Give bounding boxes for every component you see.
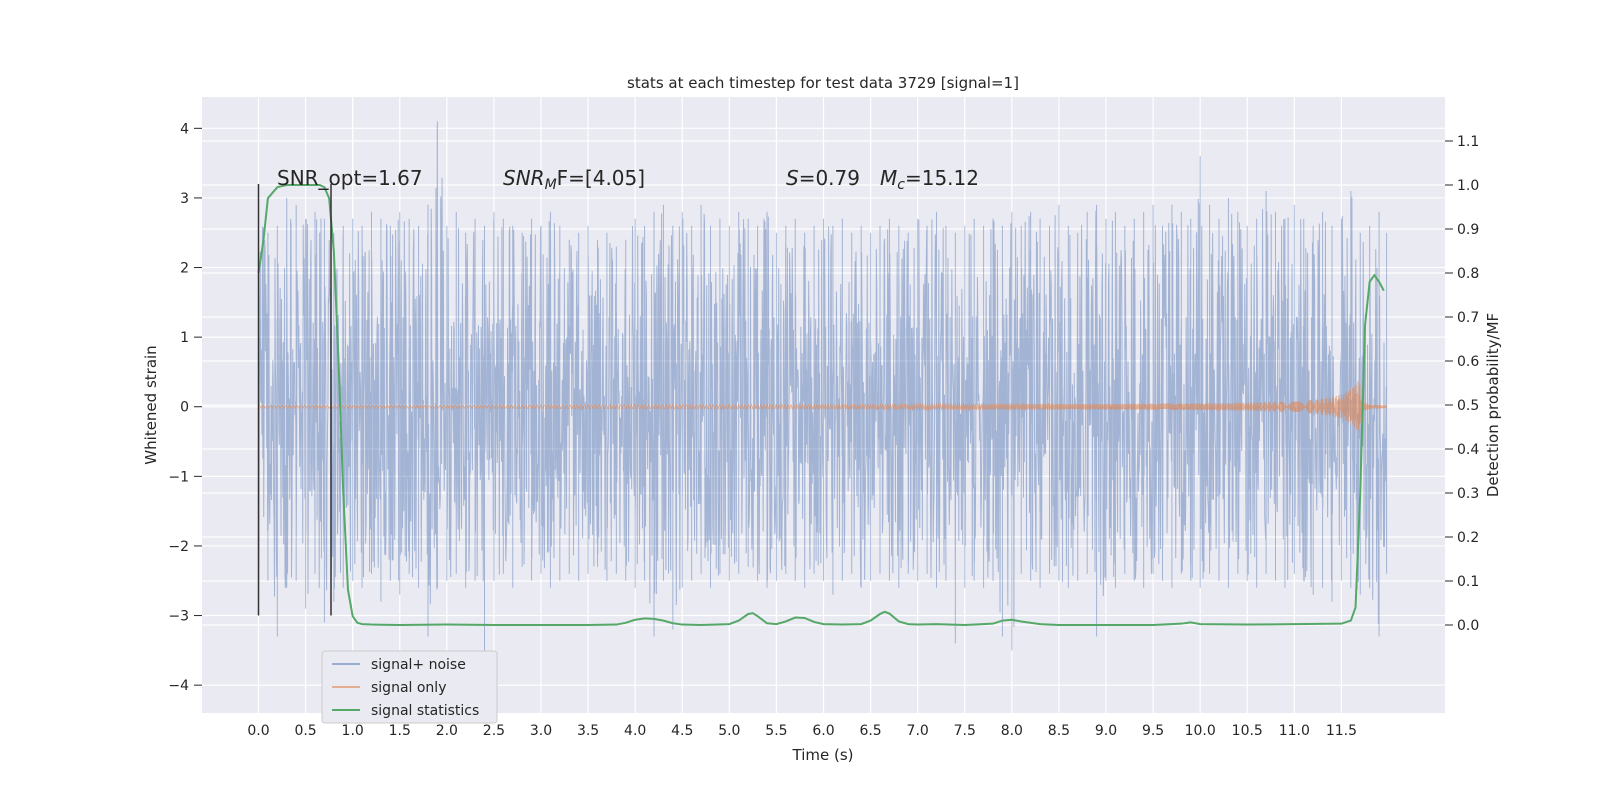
x-tick-label: 2.0 <box>436 723 458 739</box>
legend-label-signal-only: signal only <box>371 680 446 696</box>
y2-tick-label: 1.1 <box>1457 134 1479 150</box>
x-tick-label: 1.0 <box>342 723 364 739</box>
x-tick-label: 7.0 <box>907 723 929 739</box>
y2-tick-label: 0.4 <box>1457 442 1479 458</box>
legend: signal+ noise signal only signal statist… <box>321 650 498 724</box>
y-tick-labels: 4 3 2 1 0 −1 −2 −3 −4 <box>168 121 202 694</box>
x-tick-label: 10.5 <box>1232 723 1263 739</box>
y-tick-label: 1 <box>180 330 189 346</box>
legend-box <box>321 650 498 724</box>
y2-tick-label: 0.0 <box>1457 618 1479 634</box>
x-tick-label: 6.5 <box>859 723 881 739</box>
x-tick-label: 8.0 <box>1001 723 1023 739</box>
y-tick-label: 0 <box>180 400 189 416</box>
y-tick-label: 2 <box>180 261 189 277</box>
s-annotation: S=0.79 <box>786 166 860 190</box>
x-tick-label: 3.5 <box>577 723 599 739</box>
x-tick-label: 5.5 <box>765 723 787 739</box>
y-tick-label: 4 <box>180 121 189 137</box>
y2-tick-label: 0.8 <box>1457 266 1479 282</box>
x-tick-label: 1.5 <box>389 723 411 739</box>
y-axis-label: Whitened strain <box>142 345 160 464</box>
series-signal-noise <box>258 121 1388 679</box>
x-axis-label: Time (s) <box>792 746 854 764</box>
x-tick-label: 0.5 <box>294 723 316 739</box>
x-tick-label: 9.0 <box>1095 723 1117 739</box>
y-tick-label: −2 <box>168 539 189 555</box>
x-tick-label: 6.0 <box>812 723 834 739</box>
y2-tick-label: 0.6 <box>1457 354 1479 370</box>
y2-tick-label: 0.7 <box>1457 310 1479 326</box>
snr-opt-annotation: SNR_opt=1.67 <box>277 166 423 190</box>
y2-tick-labels: 1.1 1.0 0.9 0.8 0.7 0.6 0.5 0.4 0.3 0.2 0.1 0.0 <box>1445 134 1479 634</box>
x-tick-label: 2.5 <box>483 723 505 739</box>
x-tick-label: 5.0 <box>718 723 740 739</box>
x-tick-label: 9.5 <box>1142 723 1164 739</box>
x-tick-label: 7.5 <box>954 723 976 739</box>
y-tick-label: −3 <box>168 609 189 625</box>
y2-tick-label: 0.1 <box>1457 574 1479 590</box>
y2-tick-label: 1.0 <box>1457 178 1479 194</box>
legend-label-signal-statistics: signal statistics <box>371 703 479 719</box>
y2-tick-label: 0.9 <box>1457 222 1479 238</box>
mc-annotation: Mc=15.12 <box>880 166 979 193</box>
series-signal-only <box>258 381 1388 431</box>
x-tick-label: 4.0 <box>624 723 646 739</box>
x-tick-label: 4.5 <box>671 723 693 739</box>
x-tick-label: 0.0 <box>247 723 269 739</box>
x-tick-labels: 0.0 0.5 1.0 1.5 2.0 2.5 3.0 3.5 4.0 4.5 5.0 5.5 6.0 6… <box>247 723 1357 739</box>
x-tick-label: 11.5 <box>1326 723 1357 739</box>
y-tick-label: −1 <box>168 469 189 485</box>
x-tick-label: 11.0 <box>1279 723 1310 739</box>
x-tick-label: 8.5 <box>1048 723 1070 739</box>
x-tick-label: 10.0 <box>1185 723 1216 739</box>
y-tick-label: 3 <box>180 191 189 207</box>
chart-title: stats at each timestep for test data 372… <box>627 74 1019 92</box>
y2-tick-label: 0.2 <box>1457 530 1479 546</box>
y2-tick-label: 0.5 <box>1457 398 1479 414</box>
y2-axis-label: Detection probability/MF <box>1484 313 1502 497</box>
window-markers <box>257 184 332 616</box>
y-tick-label: −4 <box>168 678 189 694</box>
legend-label-signal-noise: signal+ noise <box>371 657 466 673</box>
x-tick-label: 3.0 <box>530 723 552 739</box>
series-signal-statistics <box>257 184 1385 627</box>
y2-tick-label: 0.3 <box>1457 486 1479 502</box>
snr-mf-annotation: SNRMF=[4.05] <box>503 166 645 193</box>
series-layer <box>257 121 1388 679</box>
